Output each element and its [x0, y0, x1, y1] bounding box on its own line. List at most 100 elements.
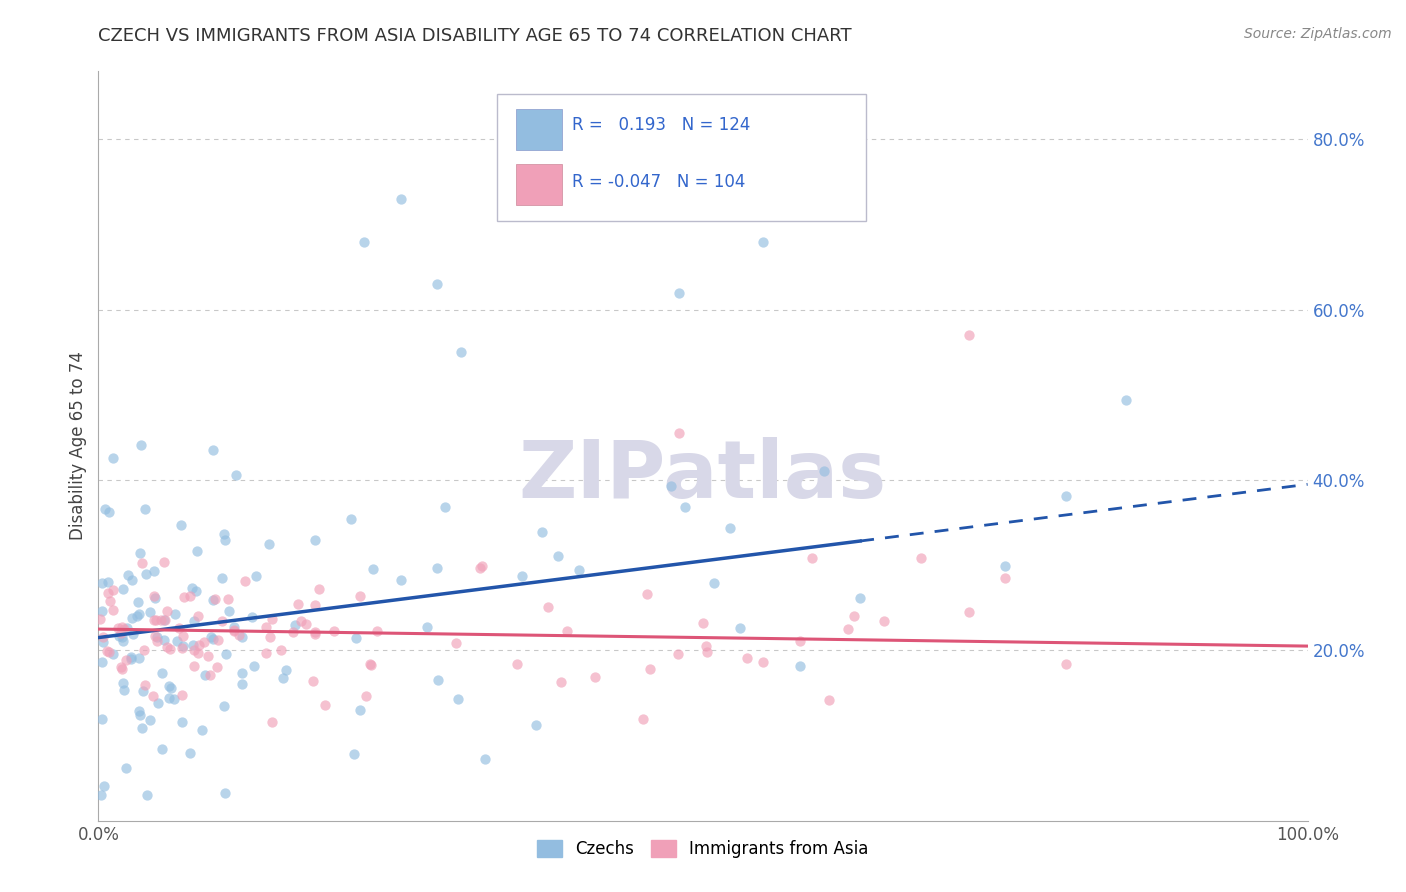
- Czechs: [139, 605, 162, 619]
- Text: R =   0.193   N = 124: R = 0.193 N = 124: [572, 116, 751, 135]
- Czechs: [304, 533, 326, 548]
- Czechs: [276, 663, 298, 677]
- Czechs: [224, 620, 246, 634]
- Czechs: [215, 648, 238, 662]
- Czechs: [389, 573, 412, 587]
- Immigrants from Asia: [149, 613, 172, 627]
- Immigrants from Asia: [301, 674, 323, 689]
- Immigrants from Asia: [290, 614, 312, 628]
- Immigrants from Asia: [91, 631, 114, 645]
- Immigrants from Asia: [112, 622, 135, 636]
- Czechs: [107, 629, 129, 643]
- Immigrants from Asia: [304, 599, 326, 613]
- Czechs: [526, 717, 548, 731]
- Czechs: [214, 527, 236, 541]
- Czechs: [718, 520, 741, 534]
- Czechs: [994, 558, 1017, 573]
- Czechs: [450, 345, 472, 359]
- Czechs: [510, 569, 533, 583]
- Immigrants from Asia: [187, 638, 209, 652]
- Czechs: [163, 691, 186, 706]
- Czechs: [139, 713, 162, 727]
- Immigrants from Asia: [170, 688, 193, 702]
- Text: CZECH VS IMMIGRANTS FROM ASIA DISABILITY AGE 65 TO 74 CORRELATION CHART: CZECH VS IMMIGRANTS FROM ASIA DISABILITY…: [98, 27, 852, 45]
- Immigrants from Asia: [260, 715, 283, 730]
- Czechs: [127, 595, 149, 609]
- Text: R = -0.047   N = 104: R = -0.047 N = 104: [572, 173, 745, 191]
- Immigrants from Asia: [98, 594, 121, 608]
- Czechs: [284, 618, 307, 632]
- Immigrants from Asia: [134, 678, 156, 692]
- Czechs: [703, 576, 725, 591]
- Immigrants from Asia: [187, 609, 209, 624]
- Czechs: [361, 562, 384, 576]
- Immigrants from Asia: [110, 625, 132, 640]
- Immigrants from Asia: [668, 426, 690, 441]
- Czechs: [242, 658, 264, 673]
- Czechs: [1115, 392, 1137, 407]
- Czechs: [194, 668, 217, 682]
- Czechs: [157, 679, 180, 693]
- Czechs: [112, 683, 135, 698]
- Immigrants from Asia: [640, 662, 662, 676]
- Immigrants from Asia: [143, 629, 166, 643]
- Czechs: [343, 747, 366, 762]
- Czechs: [103, 451, 125, 466]
- Czechs: [134, 501, 156, 516]
- Immigrants from Asia: [287, 598, 309, 612]
- Czechs: [201, 593, 224, 607]
- Czechs: [191, 723, 214, 737]
- Immigrants from Asia: [107, 621, 129, 635]
- Immigrants from Asia: [143, 589, 166, 603]
- Immigrants from Asia: [183, 643, 205, 657]
- Immigrants from Asia: [692, 615, 714, 630]
- Immigrants from Asia: [259, 630, 281, 644]
- Immigrants from Asia: [800, 551, 823, 566]
- Czechs: [474, 752, 496, 766]
- Czechs: [128, 546, 150, 560]
- Immigrants from Asia: [468, 561, 491, 575]
- Czechs: [91, 656, 114, 670]
- Immigrants from Asia: [583, 670, 606, 684]
- Immigrants from Asia: [111, 620, 134, 634]
- Czechs: [111, 675, 134, 690]
- Czechs: [159, 691, 181, 706]
- Czechs: [172, 639, 194, 653]
- Immigrants from Asia: [537, 600, 560, 615]
- Immigrants from Asia: [314, 698, 336, 712]
- Czechs: [789, 659, 811, 673]
- Czechs: [389, 192, 412, 206]
- Czechs: [849, 591, 872, 606]
- Immigrants from Asia: [131, 556, 153, 570]
- Immigrants from Asia: [198, 668, 221, 682]
- Czechs: [143, 565, 166, 579]
- Immigrants from Asia: [354, 689, 377, 703]
- Immigrants from Asia: [550, 675, 572, 690]
- Immigrants from Asia: [205, 660, 228, 674]
- Czechs: [179, 747, 201, 761]
- Czechs: [186, 543, 208, 558]
- Immigrants from Asia: [254, 620, 277, 634]
- Immigrants from Asia: [170, 640, 193, 655]
- Czechs: [214, 533, 236, 547]
- Czechs: [202, 632, 225, 647]
- Immigrants from Asia: [207, 633, 229, 648]
- Czechs: [93, 502, 115, 516]
- Czechs: [170, 518, 193, 533]
- Immigrants from Asia: [446, 636, 468, 650]
- Czechs: [165, 607, 187, 621]
- Czechs: [183, 614, 205, 628]
- Czechs: [668, 285, 690, 300]
- Czechs: [245, 568, 267, 582]
- Immigrants from Asia: [233, 574, 256, 589]
- Czechs: [211, 571, 233, 585]
- Czechs: [125, 609, 148, 624]
- Czechs: [111, 630, 134, 644]
- Czechs: [121, 574, 143, 588]
- Czechs: [659, 478, 682, 492]
- Czechs: [146, 630, 169, 644]
- Czechs: [121, 611, 143, 625]
- Czechs: [112, 633, 135, 648]
- Immigrants from Asia: [224, 624, 246, 638]
- Immigrants from Asia: [994, 571, 1017, 585]
